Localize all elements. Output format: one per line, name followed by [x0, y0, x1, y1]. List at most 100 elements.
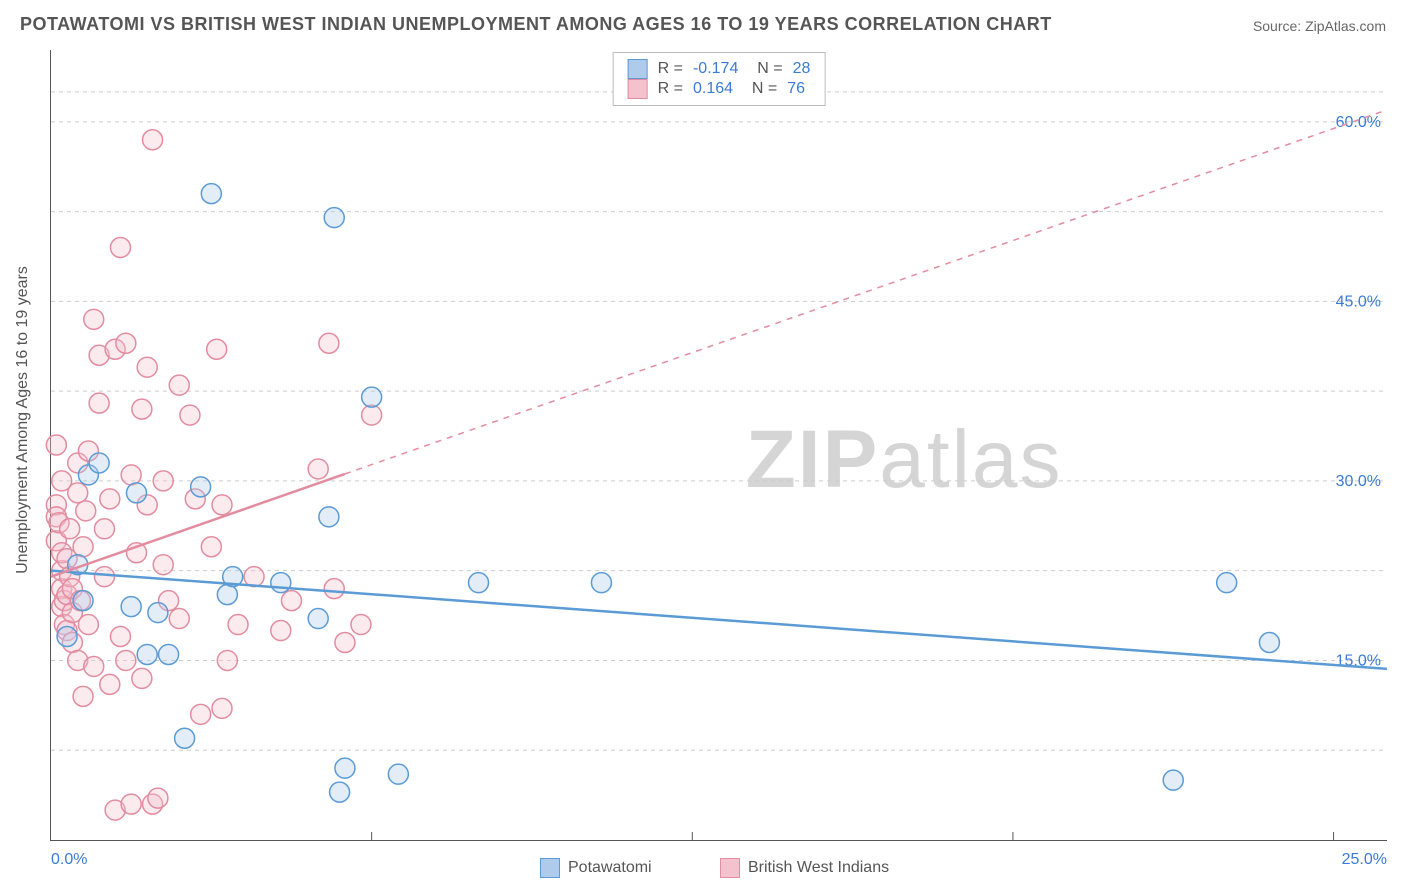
data-point: [1163, 770, 1183, 790]
data-point: [175, 728, 195, 748]
data-point: [308, 459, 328, 479]
legend-swatch-potawatomi: [540, 858, 560, 878]
data-point: [153, 555, 173, 575]
data-point: [89, 453, 109, 473]
data-point: [1259, 633, 1279, 653]
source-label: Source: ZipAtlas.com: [1253, 18, 1386, 34]
data-point: [100, 674, 120, 694]
data-point: [271, 573, 291, 593]
data-point: [319, 507, 339, 527]
y-axis-label: Unemployment Among Ages 16 to 19 years: [14, 266, 32, 574]
data-point: [100, 489, 120, 509]
data-point: [76, 501, 96, 521]
data-point: [110, 627, 130, 647]
data-point: [84, 309, 104, 329]
data-point: [180, 405, 200, 425]
legend-potawatomi: Potawatomi: [540, 858, 652, 878]
data-point: [335, 633, 355, 653]
x-tick-label: 0.0%: [51, 851, 87, 868]
data-point: [153, 471, 173, 491]
data-point: [110, 238, 130, 258]
data-point: [324, 208, 344, 228]
data-point: [148, 788, 168, 808]
data-point: [116, 650, 136, 670]
data-point: [94, 519, 114, 539]
plot-area: ZIPatlas 15.0%30.0%45.0%60.0%0.0%25.0% R…: [50, 50, 1387, 841]
data-point: [308, 609, 328, 629]
data-point: [362, 387, 382, 407]
stats-n-value-potawatomi: 28: [793, 60, 811, 78]
stats-r-value-potawatomi: -0.174: [693, 60, 738, 78]
data-point: [73, 686, 93, 706]
trend-line-dashed: [345, 110, 1387, 474]
scatter-svg: 15.0%30.0%45.0%60.0%0.0%25.0%: [51, 50, 1387, 840]
data-point: [351, 615, 371, 635]
data-point: [121, 794, 141, 814]
data-point: [89, 393, 109, 413]
data-point: [201, 184, 221, 204]
data-point: [388, 764, 408, 784]
legend-label-potawatomi: Potawatomi: [568, 859, 652, 877]
data-point: [335, 758, 355, 778]
data-point: [591, 573, 611, 593]
data-point: [137, 357, 157, 377]
data-point: [244, 567, 264, 587]
data-point: [469, 573, 489, 593]
stats-n-label: N =: [743, 80, 777, 98]
data-point: [281, 591, 301, 611]
data-point: [330, 782, 350, 802]
legend-swatch-bwi: [720, 858, 740, 878]
stats-swatch-bwi: [628, 79, 648, 99]
data-point: [137, 644, 157, 664]
stats-r-label: R =: [658, 80, 683, 98]
data-point: [116, 333, 136, 353]
data-point: [169, 375, 189, 395]
data-point: [201, 537, 221, 557]
data-point: [212, 495, 232, 515]
data-point: [217, 650, 237, 670]
data-point: [207, 339, 227, 359]
data-point: [132, 668, 152, 688]
y-tick-label: 60.0%: [1336, 114, 1381, 131]
data-point: [73, 591, 93, 611]
chart-title: POTAWATOMI VS BRITISH WEST INDIAN UNEMPL…: [20, 14, 1052, 35]
stats-r-label: R =: [658, 60, 683, 78]
data-point: [127, 483, 147, 503]
data-point: [271, 621, 291, 641]
data-point: [73, 537, 93, 557]
data-point: [84, 656, 104, 676]
data-point: [212, 698, 232, 718]
data-point: [319, 333, 339, 353]
trend-line: [51, 571, 1387, 669]
data-point: [1217, 573, 1237, 593]
data-point: [228, 615, 248, 635]
stats-n-label: N =: [748, 60, 782, 78]
data-point: [159, 644, 179, 664]
data-point: [121, 597, 141, 617]
data-point: [132, 399, 152, 419]
data-point: [169, 609, 189, 629]
data-point: [94, 567, 114, 587]
data-point: [78, 615, 98, 635]
data-point: [60, 519, 80, 539]
data-point: [217, 585, 237, 605]
stats-row-bwi: R = 0.164 N = 76: [628, 79, 811, 99]
stats-r-value-bwi: 0.164: [693, 80, 733, 98]
x-tick-label: 25.0%: [1342, 851, 1387, 868]
stats-swatch-potawatomi: [628, 59, 648, 79]
y-tick-label: 30.0%: [1336, 473, 1381, 490]
data-point: [121, 465, 141, 485]
data-point: [191, 704, 211, 724]
data-point: [46, 435, 66, 455]
stats-box: R = -0.174 N = 28 R = 0.164 N = 76: [613, 52, 826, 106]
data-point: [68, 483, 88, 503]
data-point: [143, 130, 163, 150]
legend-label-bwi: British West Indians: [748, 859, 889, 877]
legend-bwi: British West Indians: [720, 858, 889, 878]
y-tick-label: 45.0%: [1336, 293, 1381, 310]
stats-row-potawatomi: R = -0.174 N = 28: [628, 59, 811, 79]
data-point: [57, 627, 77, 647]
stats-n-value-bwi: 76: [787, 80, 805, 98]
data-point: [148, 603, 168, 623]
data-point: [362, 405, 382, 425]
